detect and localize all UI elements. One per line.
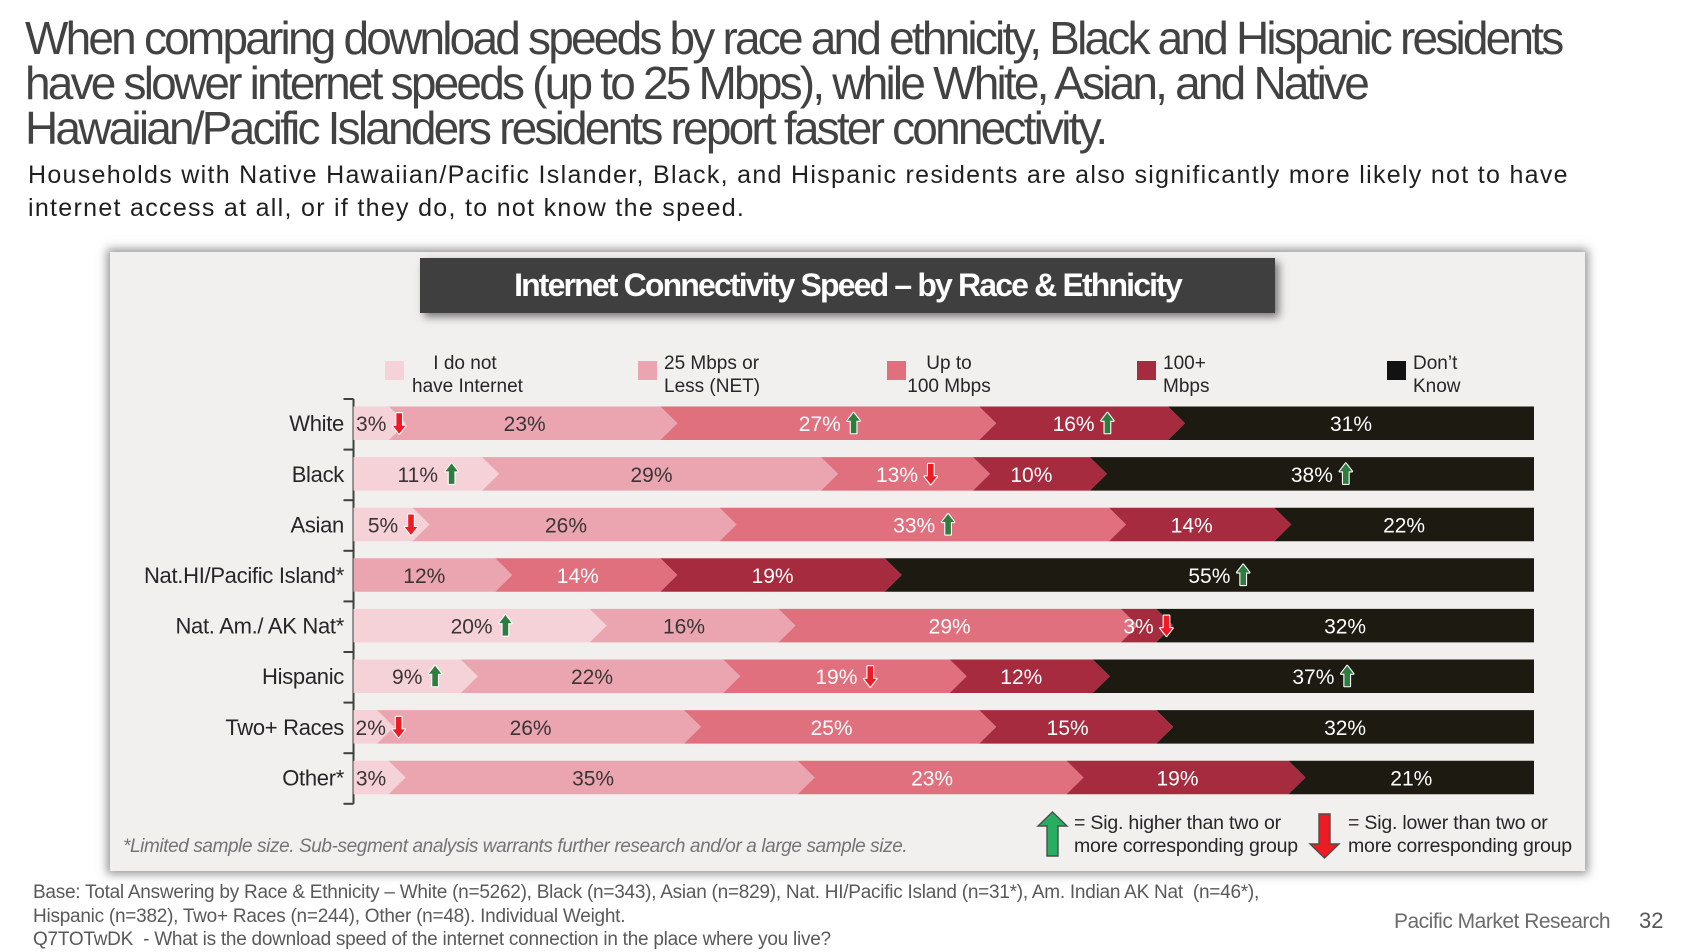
svg-text:20%: 20%	[451, 616, 493, 639]
svg-text:12%: 12%	[403, 565, 445, 588]
svg-text:29%: 29%	[929, 616, 971, 639]
svg-text:3%: 3%	[1123, 616, 1153, 639]
svg-text:Nat.HI/Pacific Island*: Nat.HI/Pacific Island*	[144, 563, 345, 588]
svg-text:19%: 19%	[1156, 768, 1198, 791]
svg-text:23%: 23%	[504, 413, 546, 436]
svg-text:2%: 2%	[356, 717, 386, 740]
svg-text:29%: 29%	[630, 464, 672, 487]
svg-text:37%: 37%	[1292, 666, 1334, 689]
svg-text:9%: 9%	[392, 666, 422, 689]
svg-text:32%: 32%	[1324, 717, 1366, 740]
svg-text:32%: 32%	[1324, 616, 1366, 639]
svg-text:14%: 14%	[1171, 515, 1213, 538]
svg-text:22%: 22%	[571, 666, 613, 689]
svg-text:3%: 3%	[356, 768, 386, 791]
svg-text:Black: Black	[292, 462, 346, 487]
svg-text:15%: 15%	[1047, 717, 1089, 740]
svg-text:38%: 38%	[1291, 464, 1333, 487]
svg-text:Hispanic: Hispanic	[262, 664, 344, 689]
svg-text:23%: 23%	[911, 768, 953, 791]
svg-text:13%: 13%	[876, 464, 918, 487]
svg-text:5%: 5%	[368, 515, 398, 538]
svg-text:27%: 27%	[799, 413, 841, 436]
svg-text:19%: 19%	[752, 565, 794, 588]
svg-text:35%: 35%	[572, 768, 614, 791]
svg-text:Nat. Am./ AK Nat*: Nat. Am./ AK Nat*	[175, 614, 344, 639]
svg-text:31%: 31%	[1330, 413, 1372, 436]
svg-text:26%: 26%	[545, 515, 587, 538]
svg-text:55%: 55%	[1188, 565, 1230, 588]
svg-text:White: White	[289, 411, 344, 436]
svg-text:14%: 14%	[557, 565, 599, 588]
svg-text:12%: 12%	[1000, 666, 1042, 689]
svg-text:33%: 33%	[893, 515, 935, 538]
svg-text:11%: 11%	[398, 464, 438, 487]
svg-text:Asian: Asian	[290, 513, 344, 538]
svg-text:26%: 26%	[510, 717, 552, 740]
svg-text:10%: 10%	[1010, 464, 1052, 487]
svg-text:3%: 3%	[356, 413, 386, 436]
svg-text:21%: 21%	[1390, 768, 1432, 791]
svg-text:22%: 22%	[1383, 515, 1425, 538]
svg-text:16%: 16%	[663, 616, 705, 639]
svg-text:16%: 16%	[1053, 413, 1095, 436]
svg-text:25%: 25%	[811, 717, 853, 740]
svg-text:Other*: Other*	[282, 766, 345, 791]
svg-text:Two+ Races: Two+ Races	[225, 715, 344, 740]
svg-text:19%: 19%	[815, 666, 857, 689]
